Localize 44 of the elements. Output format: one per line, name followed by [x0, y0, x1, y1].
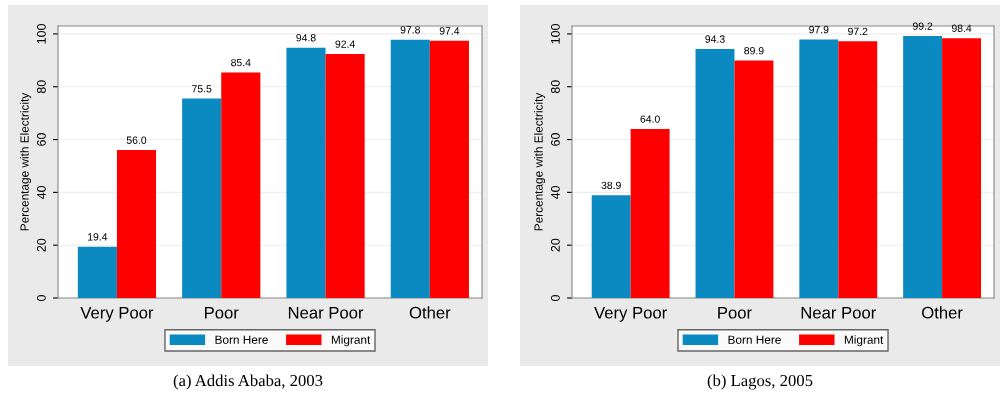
legend-label: Migrant	[331, 335, 371, 347]
y-tick-label: 40	[550, 185, 560, 200]
text: 99.2	[912, 22, 933, 30]
text: 94.3	[705, 35, 725, 43]
text: (a) Addis Ababa, 2003	[173, 374, 323, 390]
text: 75.5	[192, 85, 212, 93]
text: 97.2	[848, 27, 868, 36]
y-tick-label: 40	[36, 185, 46, 200]
y-tick-label: 20	[550, 238, 560, 252]
text: 92.4	[335, 40, 355, 48]
y-axis-title: Percentage with Electricity	[534, 92, 546, 231]
text: 64.0	[640, 115, 660, 123]
text: 19.4	[88, 233, 108, 241]
x-tick-label: Poor	[205, 306, 239, 319]
text: 85.4	[231, 58, 251, 67]
y-tick-label: 80	[36, 80, 46, 94]
y-tick-label: 0	[550, 295, 560, 301]
legend-label: Born Here	[728, 335, 781, 344]
text: 89.9	[744, 46, 764, 55]
legend-label: Migrant	[844, 335, 884, 347]
text: (b) Lagos, 2005	[707, 374, 813, 390]
x-tick-label: Very Poor	[80, 306, 154, 322]
y-tick-label: 60	[550, 133, 560, 146]
y-tick-label: 20	[36, 238, 46, 252]
y-tick-label: 100	[36, 23, 46, 44]
x-tick-label: Near Poor	[288, 306, 364, 319]
y-tick-label: 100	[550, 23, 560, 44]
text: 98.4	[951, 24, 972, 32]
y-axis-title: Percentage with Electricity	[20, 92, 32, 231]
y-tick-label: 60	[36, 133, 46, 146]
text: 56.0	[126, 136, 147, 144]
text: 97.9	[809, 25, 829, 34]
text: 97.4	[439, 27, 460, 35]
x-tick-label: Very Poor	[594, 306, 667, 322]
x-tick-label: Other	[922, 306, 963, 319]
y-tick-label: 80	[550, 80, 560, 94]
text: 94.8	[296, 34, 316, 42]
x-tick-label: Other	[409, 306, 451, 319]
legend-label: Born Here	[215, 335, 268, 344]
x-tick-label: Poor	[718, 306, 752, 319]
y-tick-label: 0	[36, 295, 46, 301]
text: 97.8	[400, 26, 420, 34]
x-tick-label: Near Poor	[801, 306, 876, 319]
text: 38.9	[601, 181, 621, 190]
